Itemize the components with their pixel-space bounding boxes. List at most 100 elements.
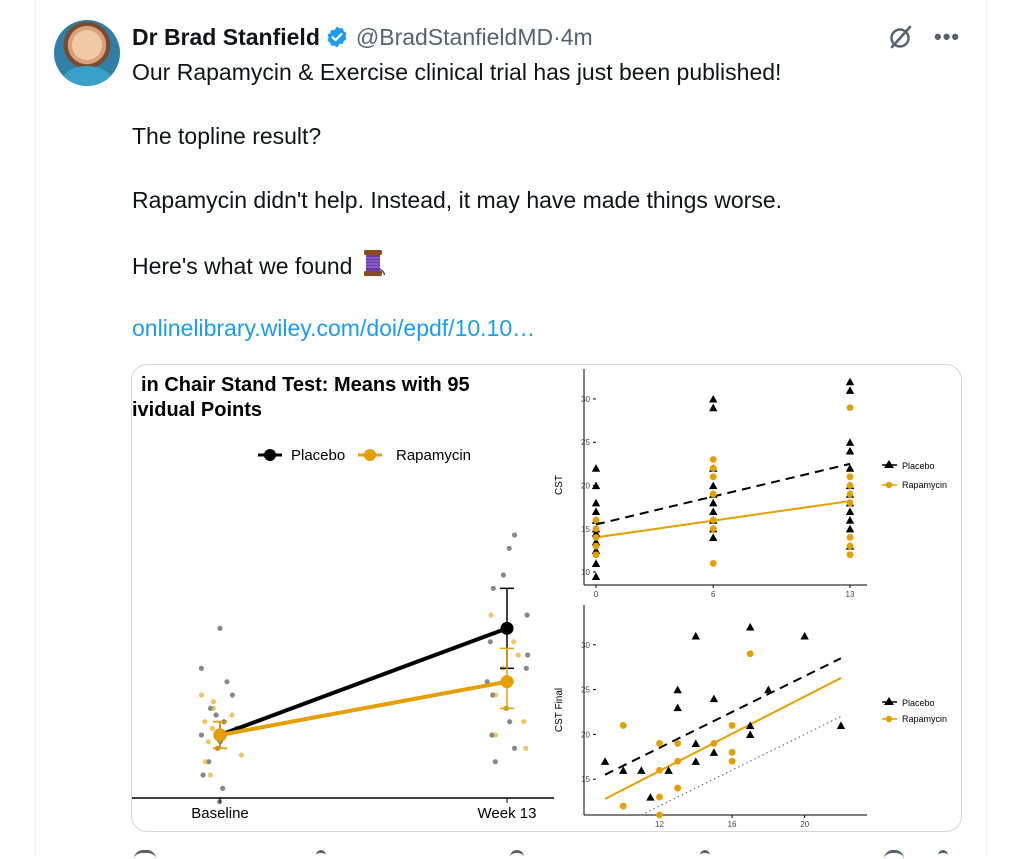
individual-point — [198, 692, 205, 698]
author-handle[interactable]: @BradStanfieldMD — [355, 23, 554, 50]
placebo-point — [709, 694, 719, 703]
spool-of-thread-icon — [363, 250, 385, 276]
rapamycin-point — [674, 739, 682, 747]
tweet-time[interactable]: 4m — [560, 23, 593, 50]
placebo-point — [691, 739, 700, 747]
fit-line-identity — [641, 716, 842, 816]
individual-point — [200, 772, 206, 778]
individual-point — [229, 712, 235, 718]
individual-point — [202, 719, 208, 725]
y-tick-label: 25 — [581, 686, 590, 695]
legend-placebo-marker — [884, 460, 894, 468]
legend-placebo-marker — [884, 697, 894, 705]
placebo-point — [673, 685, 682, 694]
mean-point — [500, 621, 514, 635]
rapamycin-point — [846, 551, 854, 559]
x-tick-label: 13 — [846, 590, 855, 599]
individual-point — [487, 639, 493, 645]
author-name[interactable]: Dr Brad Stanfield — [132, 23, 320, 50]
rapamycin-point — [674, 784, 682, 792]
individual-point — [224, 679, 230, 685]
more-icon[interactable]: ••• — [934, 24, 961, 49]
rapamycin-point — [846, 404, 854, 412]
y-tick-label: 30 — [581, 641, 590, 650]
tweet-text-line-1: Our Rapamycin & Exercise clinical trial … — [132, 59, 782, 85]
legend-rapamycin-marker — [364, 449, 376, 461]
individual-point — [490, 585, 496, 591]
rapamycin-point — [709, 559, 717, 567]
individual-point — [506, 545, 512, 551]
chart-legend: Placebo Rapamycin — [258, 447, 471, 464]
placebo-point — [591, 572, 601, 580]
chart-legend: Placebo Rapamycin — [882, 460, 947, 490]
x-tick-label: 12 — [655, 820, 664, 829]
rapamycin-point — [592, 516, 600, 524]
tweet-media-image[interactable]: in Chair Stand Test: Means with 95 ividu… — [131, 364, 962, 832]
rapamycin-point — [709, 516, 717, 524]
grok-icon[interactable] — [886, 22, 916, 52]
rapamycin-point — [592, 534, 600, 541]
x-tick-labels: 12 16 20 — [655, 815, 810, 829]
fit-line-placebo — [604, 657, 842, 776]
tweet-link[interactable]: onlinelibrary.wiley.com/doi/epdf/10.10… — [132, 315, 536, 341]
rapamycin-point — [709, 525, 717, 533]
rapamycin-point — [709, 473, 717, 481]
individual-point — [205, 739, 211, 745]
tweet-header-actions: ••• — [886, 22, 960, 52]
placebo-point — [591, 559, 601, 567]
reply-icon[interactable] — [134, 850, 156, 859]
means-chart: in Chair Stand Test: Means with 95 ividu… — [132, 374, 554, 822]
tweet-text-line-4: Here's what we found — [132, 249, 385, 281]
placebo-point — [646, 793, 655, 801]
x-tick-label: 16 — [728, 820, 737, 829]
x-tick-labels: 0 6 13 — [594, 585, 855, 599]
rapamycin-point — [846, 499, 854, 507]
placebo-point — [746, 730, 755, 738]
individual-point — [507, 719, 513, 725]
verified-badge-icon[interactable] — [325, 25, 349, 49]
individual-point — [492, 759, 498, 765]
share-icon[interactable] — [938, 850, 948, 859]
rapamycin-point — [710, 739, 718, 747]
individual-point — [220, 785, 226, 791]
data-points — [600, 622, 846, 819]
rapamycin-point — [619, 722, 627, 729]
individual-point — [207, 772, 213, 778]
views-icon[interactable] — [700, 850, 710, 859]
y-tick-label: 15 — [581, 775, 590, 784]
x-tick-label: 0 — [594, 590, 599, 599]
placebo-point — [709, 394, 718, 403]
cst-over-time-chart: CST 10 15 20 25 30 0 6 13 Placebo Rapamycin — [554, 369, 947, 599]
timeline-border-right — [986, 0, 987, 856]
rapamycin-point — [709, 490, 717, 498]
individual-point — [511, 745, 518, 751]
rapamycin-point — [592, 525, 600, 533]
author-avatar[interactable] — [54, 20, 120, 86]
individual-point — [492, 692, 498, 698]
tweet-header: Dr Brad Stanfield @BradStanfieldMD · 4m — [132, 22, 593, 52]
rapamycin-point — [619, 802, 627, 810]
placebo-point — [845, 438, 855, 446]
bookmark-icon[interactable] — [884, 850, 904, 859]
rapamycin-point — [674, 757, 682, 765]
individual-point — [492, 732, 499, 738]
placebo-point — [746, 622, 755, 631]
rapamycin-point — [728, 757, 736, 765]
mean-line — [219, 679, 508, 737]
rapamycin-point — [656, 811, 663, 819]
y-tick-label: 30 — [581, 395, 590, 404]
legend-placebo-label: Placebo — [902, 461, 935, 471]
fit-line-placebo — [595, 462, 851, 526]
individual-point — [484, 679, 490, 685]
x-tick-label: 6 — [711, 590, 716, 599]
individual-point — [523, 665, 529, 671]
retweet-icon[interactable] — [316, 850, 326, 859]
individual-point — [238, 752, 244, 758]
placebo-point — [709, 748, 719, 756]
placebo-point — [709, 481, 718, 490]
individual-point — [213, 712, 219, 718]
like-icon[interactable] — [510, 850, 524, 859]
rapamycin-point — [592, 542, 600, 550]
legend-rapamycin-label: Rapamycin — [396, 447, 471, 464]
header-separator: · — [553, 23, 561, 50]
